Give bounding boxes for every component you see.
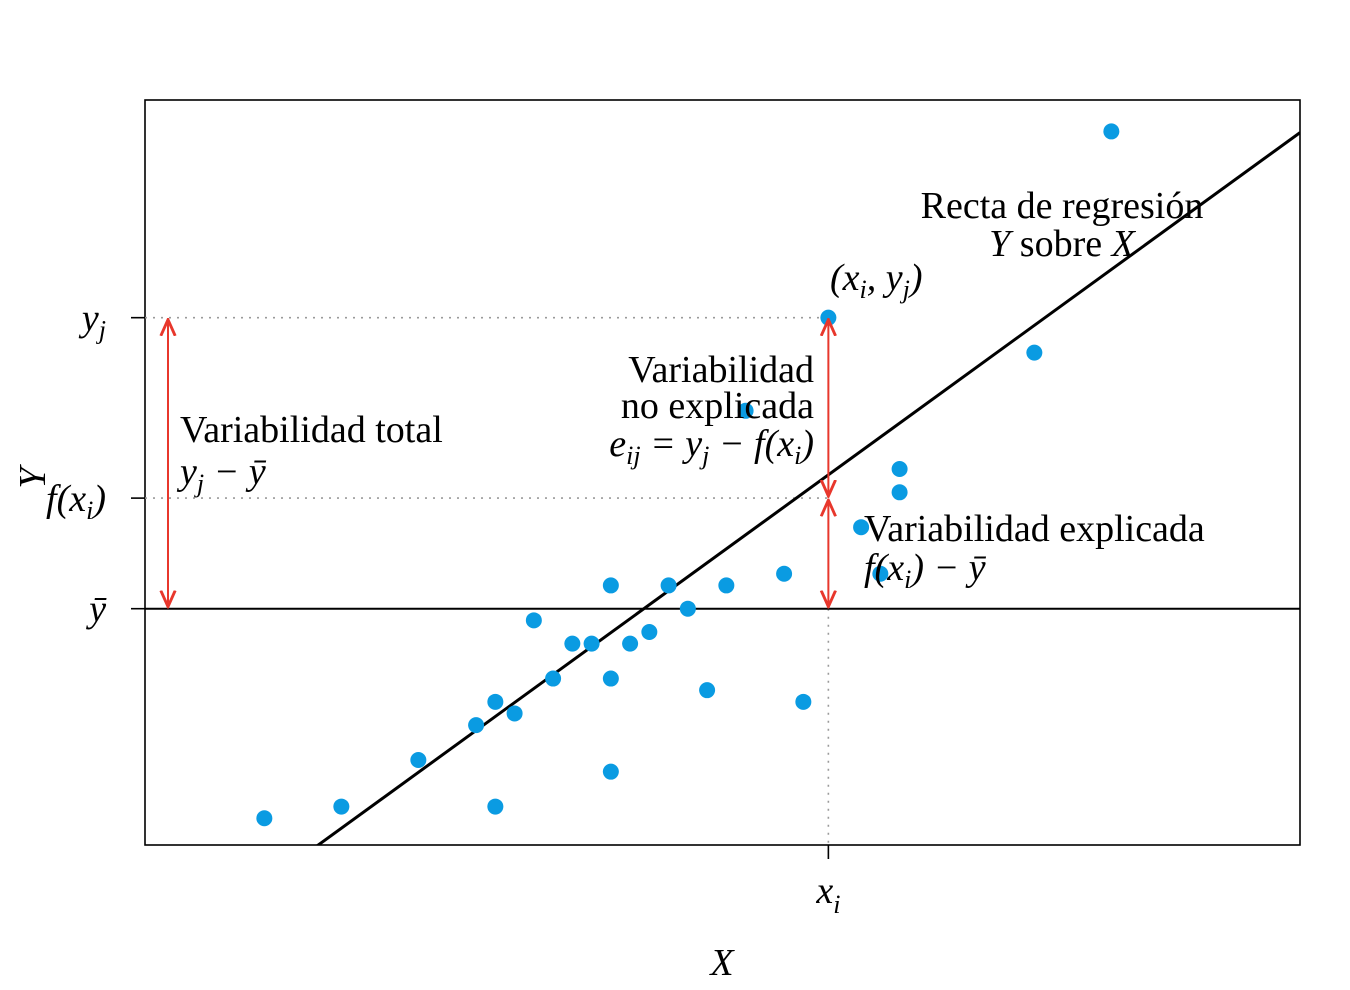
- data-point-0: [256, 810, 273, 827]
- data-point-18: [699, 682, 716, 699]
- data-point-17: [679, 600, 696, 617]
- point-label: (xi, yj): [830, 257, 923, 304]
- unexplained-variability-title-2: no explicada: [621, 385, 814, 427]
- y-tick-label-1: f(xi): [46, 478, 106, 525]
- data-point-12: [602, 670, 619, 687]
- data-point-24: [853, 519, 870, 536]
- data-point-13: [602, 763, 619, 780]
- y-tick-label-0: yj: [78, 298, 106, 345]
- data-point-27: [891, 461, 908, 478]
- data-point-10: [583, 635, 600, 652]
- explained-variability-formula: f(xi) − ȳ: [864, 547, 987, 594]
- data-point-25: [872, 565, 889, 582]
- data-point-26: [891, 484, 908, 501]
- data-point-1: [333, 798, 350, 815]
- variability-arrows: [168, 320, 828, 607]
- total-variability-formula: yj − ȳ: [176, 451, 267, 498]
- data-point-15: [641, 623, 658, 640]
- data-point-29: [1103, 123, 1120, 140]
- unexplained-variability-formula: eij = yj − f(xi): [609, 423, 814, 470]
- unexplained-variability-title-1: Variabilidad: [628, 349, 814, 391]
- regression-line-label: Recta de regresión: [921, 185, 1204, 227]
- data-point-9: [564, 635, 581, 652]
- data-point-16: [660, 577, 677, 594]
- data-point-4: [487, 693, 504, 710]
- data-point-5: [487, 798, 504, 815]
- data-point-2: [410, 752, 427, 769]
- plot-frame: [144, 99, 1301, 846]
- data-point-21: [776, 565, 793, 582]
- data-point-19: [718, 577, 735, 594]
- x-axis-label: X: [708, 942, 735, 984]
- data-point-28: [1026, 344, 1043, 361]
- data-point-3: [468, 717, 485, 734]
- data-point-14: [622, 635, 639, 652]
- data-point-6: [506, 705, 523, 722]
- data-point-7: [525, 612, 542, 629]
- explained-variability-title: Variabilidad explicada: [864, 508, 1205, 550]
- data-points: [256, 123, 1120, 827]
- data-point-11: [602, 577, 619, 594]
- x-tick-label-0: xi: [815, 870, 840, 919]
- regression-line: [315, 131, 1300, 845]
- y-axis-label: Y: [12, 464, 54, 489]
- axis-ticks: xi yj f(xi) ȳ: [46, 298, 840, 919]
- guide-lines: [145, 316, 830, 845]
- y-tick-label-2: ȳ: [85, 589, 107, 631]
- data-point-22: [795, 693, 812, 710]
- total-variability-title: Variabilidad total: [180, 409, 443, 451]
- data-point-8: [545, 670, 562, 687]
- data-point-20: [737, 402, 754, 419]
- regression-line-sublabel: Y sobre X: [989, 223, 1136, 265]
